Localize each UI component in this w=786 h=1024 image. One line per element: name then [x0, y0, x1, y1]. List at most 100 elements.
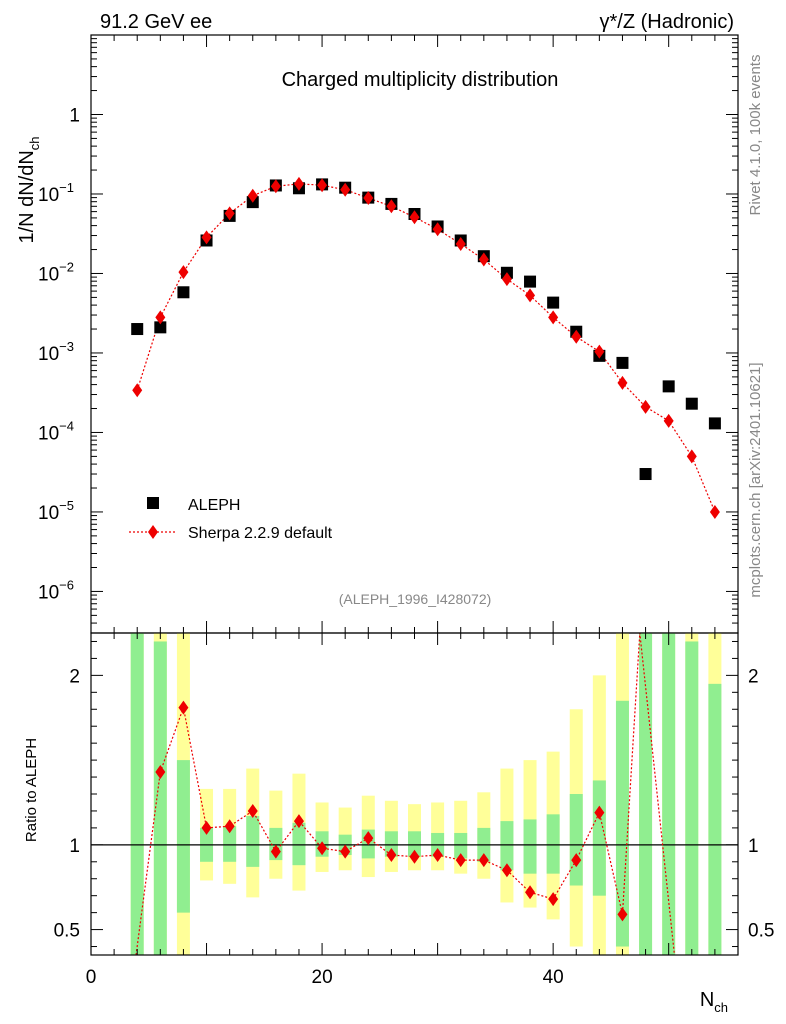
ratio-point: [432, 848, 443, 863]
ratio-point: [340, 844, 351, 859]
uncertainty-band-inner: [292, 822, 306, 866]
data-point: [708, 417, 721, 430]
mc-point: [247, 188, 258, 203]
x-axis-label-sub: ch: [714, 1000, 728, 1015]
mc-point: [571, 329, 582, 344]
x-axis-label: Nch: [700, 989, 728, 1015]
ratio-point: [201, 820, 212, 835]
uncertainty-band-inner: [592, 780, 606, 896]
mc-point: [709, 504, 720, 519]
uncertainty-band-inner: [662, 633, 676, 955]
legend-mc-marker: [148, 525, 158, 539]
mc-point: [478, 252, 489, 267]
process-label: γ*/Z (Hadronic): [600, 11, 734, 33]
mc-point: [293, 176, 304, 191]
y-tick-label: 1: [69, 105, 80, 126]
x-axis-label-text: N: [700, 989, 714, 1011]
x-tick-label: 40: [543, 967, 564, 988]
ratio-y-tick-label: 2: [69, 666, 80, 687]
mc-point: [340, 182, 351, 197]
y-tick-label: 10−6: [38, 577, 74, 603]
uncertainty-band-inner: [500, 821, 514, 871]
ratio-point: [409, 849, 420, 864]
ratio-point: [617, 907, 628, 922]
uncertainty-band-inner: [246, 816, 260, 867]
mcplots-label: mcplots.cern.ch [arXiv:2401.10621]: [747, 362, 764, 597]
ratio-y-tick-label-right: 1: [748, 836, 759, 857]
svg-text:Nch: Nch: [700, 989, 728, 1015]
data-point: [547, 296, 560, 309]
uncertainty-band-inner: [223, 826, 237, 862]
x-tick-label: 0: [86, 967, 97, 988]
y-axis-label: 1/N dN/dNch: [16, 136, 42, 243]
mc-point: [201, 230, 212, 245]
ratio-point: [270, 844, 281, 859]
mc-point: [663, 413, 674, 428]
y-axis-label-text: 1/N dN/dN: [16, 150, 38, 243]
ratio-y-tick-label-right: 2: [748, 666, 759, 687]
y-tick-label: 10−2: [38, 259, 74, 285]
data-point: [685, 397, 698, 410]
y-tick-label: 10−3: [38, 339, 74, 365]
mc-point: [548, 310, 559, 325]
ratio-point: [548, 892, 559, 907]
uncertainty-band-inner: [384, 831, 398, 857]
ratio-point: [525, 885, 536, 900]
ratio-point: [594, 805, 605, 820]
mc-point: [501, 272, 512, 287]
y-tick-label: 10−1: [38, 180, 74, 206]
mc-point: [686, 449, 697, 464]
rivet-label: Rivet 4.1.0, 100k events: [747, 55, 764, 216]
mc-point: [270, 179, 281, 194]
ratio-point: [247, 803, 258, 818]
ratio-point: [317, 841, 328, 856]
uncertainty-band-inner: [130, 633, 144, 955]
y-tick-label: 10−5: [38, 498, 74, 524]
uncertainty-band-inner: [615, 700, 629, 947]
main-plot: Charged multiplicity distribution (ALEPH…: [16, 34, 739, 634]
y-axis-label-sub: ch: [27, 136, 42, 150]
uncertainty-band-inner: [153, 641, 167, 955]
mc-point: [224, 206, 235, 221]
mc-point: [132, 383, 143, 398]
ratio-plot: 0 20 40 0.5 0.5 1 1 2 2 Ratio to ALEPH Nch: [23, 632, 774, 1015]
mc-point: [178, 265, 189, 280]
ratio-point: [293, 814, 304, 829]
ratio-point: [155, 764, 166, 779]
analysis-tag: (ALEPH_1996_I428072): [339, 591, 492, 607]
ratio-point: [478, 853, 489, 868]
y-tick-label: 10−4: [38, 418, 74, 444]
ratio-point: [501, 863, 512, 878]
ratio-point: [363, 831, 374, 846]
legend-data-label: ALEPH: [188, 497, 240, 514]
data-point: [131, 323, 144, 336]
mc-point: [363, 191, 374, 206]
mc-point: [432, 222, 443, 237]
uncertainty-band-inner: [546, 814, 560, 874]
legend: ALEPH Sherpa 2.2.9 default: [129, 497, 333, 542]
data-point: [616, 356, 629, 369]
ratio-point: [386, 848, 397, 863]
uncertainty-band-inner: [176, 760, 190, 913]
ratio-point: [178, 700, 189, 715]
mc-point: [409, 210, 420, 225]
ratio-y-tick-label-right: 0.5: [748, 921, 774, 942]
data-point: [639, 468, 652, 481]
uncertainty-band-inner: [454, 832, 468, 859]
mc-point: [317, 178, 328, 193]
plot-title: Charged multiplicity distribution: [282, 69, 559, 91]
ratio-y-tick-label: 1: [69, 836, 80, 857]
mc-point: [386, 199, 397, 214]
mc-point: [525, 288, 536, 303]
svg-text:1/N dN/dNch: 1/N dN/dNch: [16, 136, 42, 243]
mc-point: [594, 344, 605, 359]
energy-label: 91.2 GeV ee: [100, 11, 212, 33]
data-point: [662, 380, 675, 393]
data-point: [154, 321, 167, 334]
mc-point: [617, 375, 628, 390]
data-point: [177, 286, 190, 299]
mc-curve: [136, 183, 716, 513]
main-plot-frame: [90, 34, 739, 634]
ratio-point: [571, 853, 582, 868]
